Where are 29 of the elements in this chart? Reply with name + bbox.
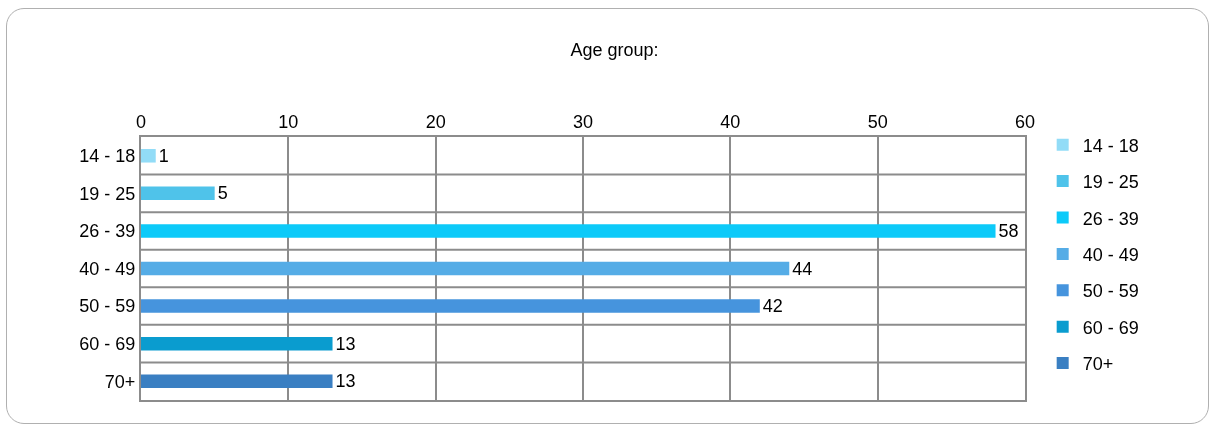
y-tick-label: 70+ bbox=[104, 371, 136, 392]
legend-label: 14 - 18 bbox=[1082, 135, 1139, 156]
legend-label: 40 - 49 bbox=[1082, 244, 1139, 265]
y-tick-label: 50 - 59 bbox=[79, 296, 136, 317]
x-tick-label: 50 bbox=[867, 111, 888, 132]
legend-label: 60 - 69 bbox=[1082, 317, 1139, 338]
legend-label: 70+ bbox=[1082, 354, 1114, 375]
x-tick-label: 10 bbox=[278, 111, 299, 132]
legend-label: 26 - 39 bbox=[1082, 208, 1139, 229]
data-label: 42 bbox=[762, 296, 783, 317]
data-label: 58 bbox=[998, 220, 1019, 241]
y-tick-label: 19 - 25 bbox=[79, 183, 136, 204]
x-tick-label: 60 bbox=[1014, 111, 1036, 132]
data-label: 44 bbox=[792, 258, 813, 279]
data-label: 5 bbox=[217, 183, 228, 204]
data-label: 1 bbox=[158, 145, 169, 166]
x-tick-label: 30 bbox=[572, 111, 594, 132]
legend-label: 19 - 25 bbox=[1082, 172, 1139, 193]
x-tick-label: 0 bbox=[135, 111, 147, 132]
y-tick-label: 40 - 49 bbox=[79, 258, 136, 279]
legend-label: 50 - 59 bbox=[1082, 281, 1139, 302]
y-tick-label: 14 - 18 bbox=[79, 146, 136, 167]
data-label: 13 bbox=[335, 371, 356, 392]
y-tick-label: 60 - 69 bbox=[79, 333, 136, 354]
x-tick-label: 40 bbox=[720, 111, 741, 132]
x-tick-label: 20 bbox=[425, 111, 446, 132]
y-tick-label: 26 - 39 bbox=[79, 221, 136, 242]
data-label: 13 bbox=[335, 333, 356, 354]
chart-title: Age group: bbox=[570, 39, 659, 60]
